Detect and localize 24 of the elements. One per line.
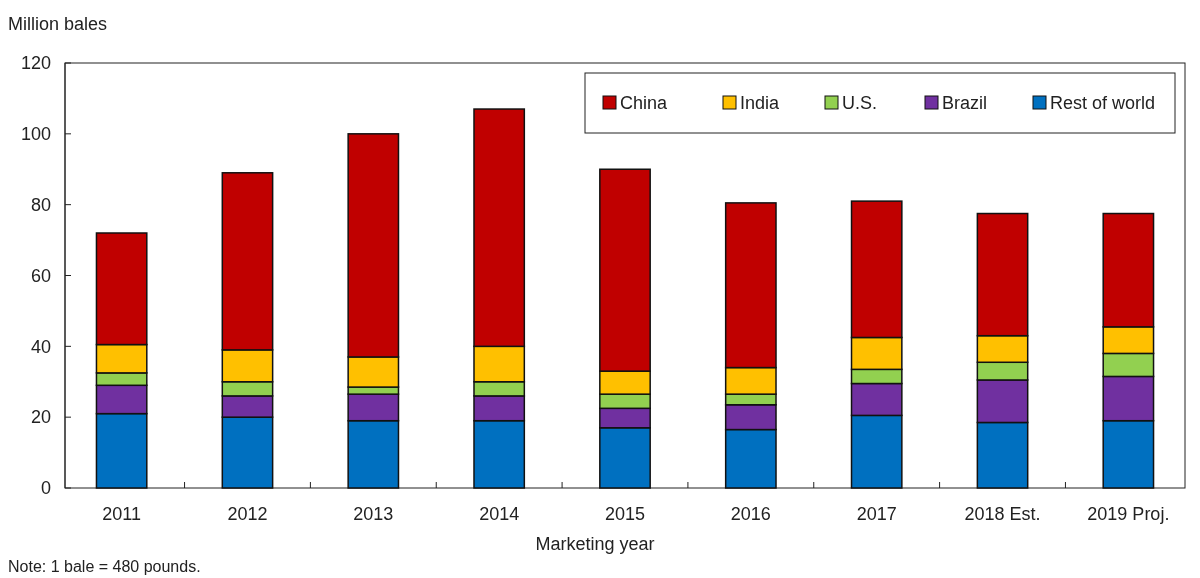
y-axis-title: Million bales (8, 14, 108, 34)
x-tick-label: 2015 (604, 504, 646, 524)
y-tick-label: 100 (20, 124, 51, 145)
legend-label: Brazil (942, 93, 988, 114)
x-tick-label: 2019 Proj. (1087, 504, 1170, 524)
legend-label: U.S. (842, 93, 878, 114)
y-tick-label: 40 (30, 336, 51, 357)
y-tick-label: 20 (30, 407, 51, 428)
x-tick-label: 2012 (227, 504, 268, 524)
x-axis-title: Marketing year (535, 534, 655, 554)
legend-label: India (740, 93, 781, 114)
legend-label: Rest of world (1050, 93, 1156, 114)
x-tick-label: 2014 (479, 504, 520, 524)
x-tick-label: 2018 Est. (964, 504, 1041, 524)
y-tick-label: 60 (30, 265, 51, 286)
y-tick-label: 80 (30, 194, 51, 215)
x-tick-label: 2011 (102, 504, 141, 524)
y-tick-label: 0 (40, 478, 51, 499)
legend-label: China (620, 93, 669, 114)
text: Note: 1 bale = 480 pounds. (8, 558, 201, 575)
x-tick-label: 2016 (730, 504, 771, 524)
x-tick-label: 2013 (353, 504, 394, 524)
y-tick-label: 120 (20, 53, 51, 74)
x-tick-label: 2017 (856, 504, 897, 524)
